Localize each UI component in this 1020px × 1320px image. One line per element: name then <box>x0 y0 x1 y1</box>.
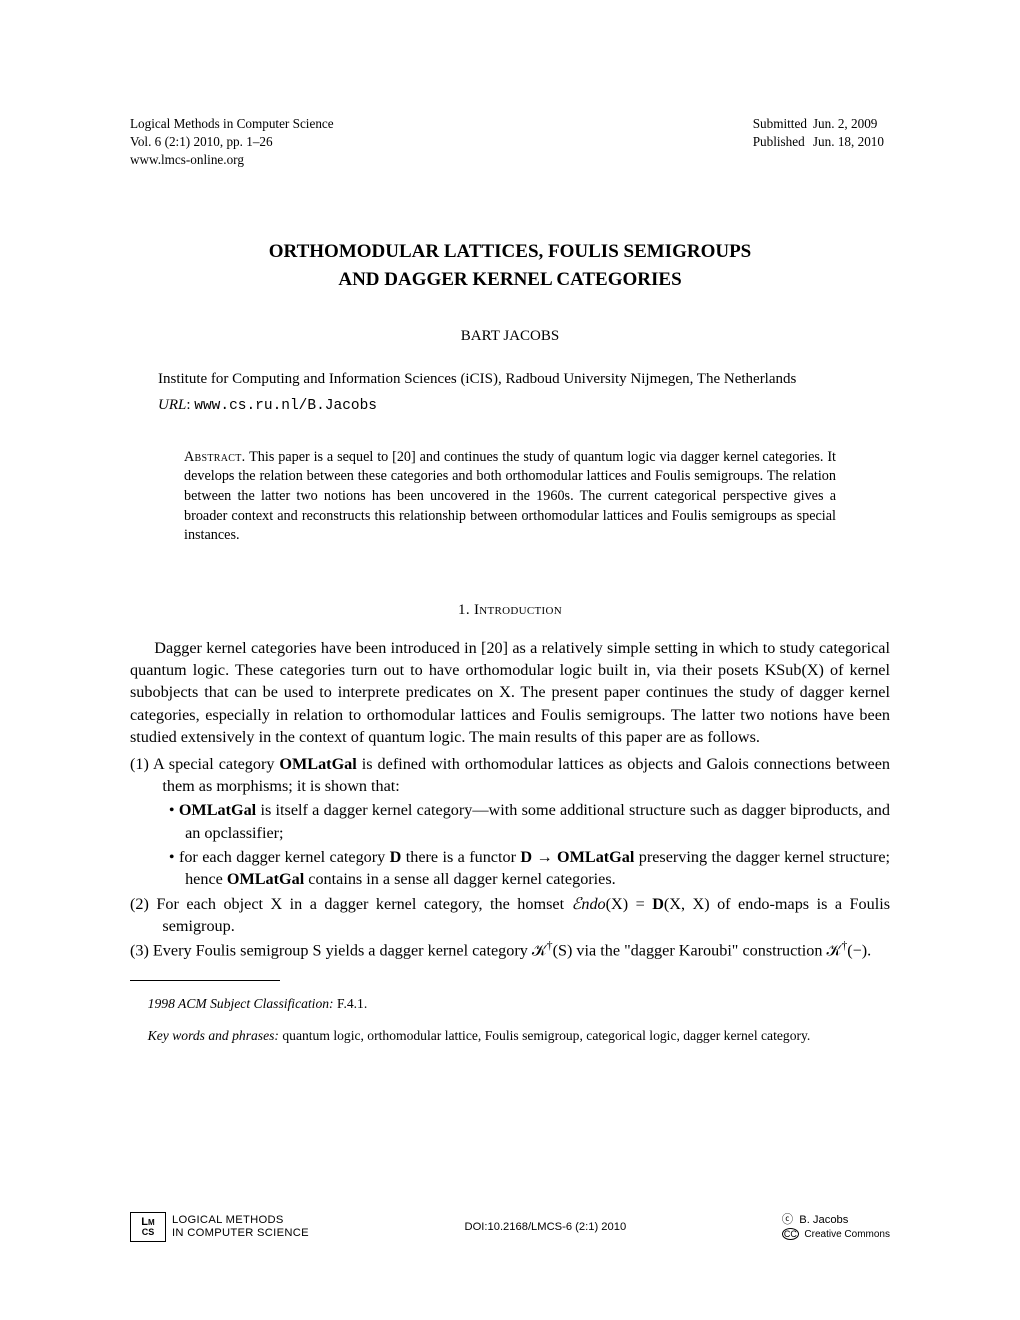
journal-site: www.lmcs-online.org <box>130 151 334 169</box>
lmcs-line2: IN COMPUTER SCIENCE <box>172 1227 309 1239</box>
item2-lead: (2) For each object X in a dagger kernel… <box>130 895 572 913</box>
item-2: (2) For each object X in a dagger kernel… <box>130 893 890 938</box>
title-line-2: AND DAGGER KERNEL CATEGORIES <box>338 269 681 290</box>
keywords-label: Key words and phrases: <box>148 1028 279 1043</box>
submitted-date: Jun. 2, 2009 <box>813 115 890 133</box>
header-left: Logical Methods in Computer Science Vol.… <box>130 115 334 168</box>
item-1b: • for each dagger kernel category D ther… <box>130 846 890 891</box>
item1b-lead: for each dagger kernel category <box>179 848 390 866</box>
acm-classification: 1998 ACM Subject Classification: F.4.1. <box>130 995 890 1013</box>
section-number: 1. <box>458 602 470 618</box>
published-date: Jun. 18, 2010 <box>813 133 890 151</box>
author-name: BART JACOBS <box>130 328 890 345</box>
item1b-tail2: contains in a sense all dagger kernel ca… <box>304 870 615 888</box>
author-url: URL: www.cs.ru.nl/B.Jacobs <box>158 397 862 414</box>
abstract: Abstract. This paper is a sequel to [20]… <box>184 448 836 546</box>
paper-page: Logical Methods in Computer Science Vol.… <box>0 0 1020 1119</box>
submitted-label: Submitted <box>753 115 813 133</box>
item1a-omlatgal: OMLatGal <box>179 801 256 819</box>
item2-D: D <box>652 895 664 913</box>
lmcs-logo-text: LOGICAL METHODS IN COMPUTER SCIENCE <box>172 1214 309 1240</box>
item3-mid: (S) via the "dagger Karoubi" constructio… <box>553 942 842 960</box>
url-value: www.cs.ru.nl/B.Jacobs <box>194 398 377 414</box>
item1b-omlatgal2: OMLatGal <box>227 870 304 888</box>
item1b-mid: there is a functor <box>401 848 520 866</box>
abstract-label: Abstract. <box>184 449 246 465</box>
cc-text: Creative Commons <box>804 1229 890 1240</box>
url-label: URL <box>158 397 186 413</box>
acm-label: 1998 ACM Subject Classification: <box>148 996 334 1011</box>
item-1a: • OMLatGal is itself a dagger kernel cat… <box>130 799 890 844</box>
published-label: Published <box>753 133 813 151</box>
keywords: Key words and phrases: quantum logic, or… <box>130 1027 890 1045</box>
item1-omlatgal: OMLatGal <box>279 755 356 773</box>
doi: DOI:10.2168/LMCS-6 (2:1) 2010 <box>465 1221 627 1233</box>
volume-info: Vol. 6 (2:1) 2010, pp. 1–26 <box>130 133 334 151</box>
keywords-text: quantum logic, orthomodular lattice, Fou… <box>279 1028 810 1043</box>
lmcs-line1: LOGICAL METHODS <box>172 1214 284 1226</box>
page-footer: LM CS LOGICAL METHODS IN COMPUTER SCIENC… <box>130 1212 890 1242</box>
lmcs-logo-icon: LM CS <box>130 1212 166 1242</box>
item-1: (1) A special category OMLatGal is defin… <box>130 753 890 798</box>
item1b-arrow: D → OMLatGal <box>520 848 634 866</box>
item1b-D: D <box>390 848 402 866</box>
paper-title: ORTHOMODULAR LATTICES, FOULIS SEMIGROUPS… <box>130 238 890 293</box>
item1a-text: is itself a dagger kernel category—with … <box>185 801 890 841</box>
header-right: Submitted Jun. 2, 2009 Published Jun. 18… <box>753 115 890 168</box>
section-heading: 1. Introduction <box>130 602 890 619</box>
item3-tail: (−). <box>847 942 871 960</box>
footer-right: ⓒ B. Jacobs CC Creative Commons <box>782 1213 890 1241</box>
title-line-1: ORTHOMODULAR LATTICES, FOULIS SEMIGROUPS <box>269 241 752 262</box>
affiliation: Institute for Computing and Information … <box>158 369 862 389</box>
item2-mid: (X) = <box>606 895 653 913</box>
item3-lead: (3) Every Foulis semigroup S yields a da… <box>130 942 547 960</box>
copyright-icon: ⓒ <box>782 1214 793 1226</box>
item-3: (3) Every Foulis semigroup S yields a da… <box>130 939 890 962</box>
copyright-name: B. Jacobs <box>799 1214 848 1226</box>
abstract-text: This paper is a sequel to [20] and conti… <box>184 449 836 543</box>
journal-name: Logical Methods in Computer Science <box>130 115 334 133</box>
section-title: Introduction <box>474 602 562 618</box>
intro-paragraph: Dagger kernel categories have been intro… <box>130 637 890 749</box>
acm-text: F.4.1. <box>334 996 368 1011</box>
footnote-separator <box>130 980 280 981</box>
item1-lead: (1) A special category <box>130 755 279 773</box>
running-header: Logical Methods in Computer Science Vol.… <box>130 115 890 168</box>
footer-left: LM CS LOGICAL METHODS IN COMPUTER SCIENC… <box>130 1212 309 1242</box>
item2-endo: ℰndo <box>572 895 606 913</box>
cc-icon: CC <box>782 1228 799 1240</box>
